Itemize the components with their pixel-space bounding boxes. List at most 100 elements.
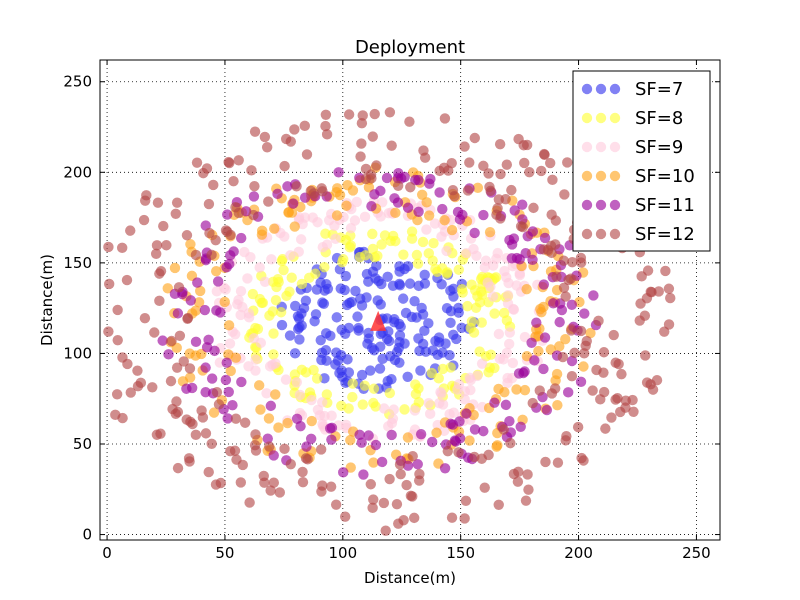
data-point bbox=[306, 415, 317, 427]
data-point bbox=[331, 210, 343, 221]
data-point bbox=[347, 391, 358, 403]
data-point bbox=[201, 342, 213, 353]
data-point bbox=[464, 157, 475, 168]
legend-marker bbox=[609, 199, 621, 211]
data-point bbox=[507, 357, 519, 369]
data-point bbox=[268, 450, 279, 461]
data-point bbox=[453, 307, 464, 318]
data-point bbox=[219, 296, 230, 308]
data-point bbox=[222, 413, 233, 424]
data-point bbox=[538, 148, 550, 160]
data-point bbox=[469, 132, 481, 144]
data-point bbox=[616, 368, 627, 380]
data-point bbox=[261, 142, 273, 153]
data-point bbox=[172, 308, 184, 319]
data-point bbox=[479, 482, 490, 493]
data-point bbox=[294, 389, 306, 401]
data-point bbox=[171, 197, 183, 208]
data-point bbox=[540, 456, 551, 468]
data-point bbox=[391, 498, 403, 510]
data-point bbox=[483, 367, 494, 378]
data-point bbox=[382, 271, 393, 282]
data-point bbox=[259, 276, 271, 287]
data-point bbox=[184, 363, 196, 374]
data-point bbox=[282, 181, 293, 192]
data-point bbox=[578, 348, 590, 359]
data-point bbox=[628, 406, 639, 417]
data-point bbox=[243, 361, 254, 372]
data-point bbox=[192, 277, 203, 288]
data-point bbox=[441, 268, 453, 279]
data-point bbox=[225, 229, 236, 241]
data-point bbox=[204, 227, 215, 239]
data-point bbox=[291, 181, 302, 192]
legend-item: SF=12 bbox=[581, 224, 695, 245]
legend-marker bbox=[609, 141, 621, 153]
data-point bbox=[612, 392, 623, 404]
data-point bbox=[449, 435, 461, 446]
data-point bbox=[374, 363, 386, 374]
legend-label: SF=9 bbox=[635, 137, 683, 158]
data-point bbox=[579, 308, 590, 319]
data-point bbox=[413, 280, 424, 292]
data-point bbox=[307, 212, 318, 223]
data-point bbox=[503, 277, 514, 289]
data-point bbox=[511, 384, 522, 395]
data-point bbox=[233, 155, 244, 166]
data-point bbox=[371, 160, 382, 171]
legend-item: SF=8 bbox=[581, 108, 683, 129]
data-point bbox=[515, 421, 526, 433]
data-point bbox=[508, 468, 520, 480]
y-tick-label: 100 bbox=[63, 344, 92, 362]
data-point bbox=[456, 322, 467, 333]
data-point bbox=[301, 441, 312, 452]
data-point bbox=[365, 365, 376, 376]
data-point bbox=[265, 400, 277, 412]
data-point bbox=[394, 330, 406, 341]
data-point bbox=[343, 109, 355, 120]
legend-marker bbox=[595, 199, 607, 211]
data-point bbox=[321, 239, 333, 250]
data-point bbox=[426, 436, 438, 448]
data-point bbox=[358, 469, 369, 480]
data-point bbox=[454, 416, 465, 427]
data-point bbox=[161, 240, 172, 251]
data-point bbox=[465, 384, 476, 396]
legend-item: SF=9 bbox=[581, 137, 683, 158]
data-point bbox=[500, 399, 512, 411]
data-point bbox=[520, 495, 532, 506]
data-point bbox=[595, 394, 606, 405]
data-point bbox=[228, 176, 239, 187]
data-point bbox=[518, 367, 529, 379]
legend-marker bbox=[595, 228, 607, 240]
data-point bbox=[167, 403, 178, 415]
data-point bbox=[598, 347, 610, 358]
data-point bbox=[389, 314, 400, 325]
data-point bbox=[541, 404, 553, 416]
data-point bbox=[231, 454, 242, 465]
data-point bbox=[620, 402, 631, 413]
data-point bbox=[489, 308, 500, 319]
data-point bbox=[421, 197, 432, 208]
data-point bbox=[507, 260, 518, 272]
data-point bbox=[261, 388, 272, 399]
data-point bbox=[319, 373, 330, 384]
legend-marker bbox=[595, 83, 607, 95]
data-point bbox=[484, 181, 495, 193]
data-point bbox=[448, 291, 459, 302]
data-point bbox=[340, 270, 352, 282]
data-point bbox=[419, 269, 430, 281]
data-point bbox=[459, 394, 470, 405]
data-point bbox=[417, 236, 429, 248]
data-point bbox=[333, 167, 344, 178]
data-point bbox=[462, 185, 474, 196]
data-point bbox=[296, 364, 308, 376]
data-point bbox=[523, 484, 534, 495]
data-point bbox=[395, 321, 406, 332]
data-point bbox=[478, 425, 489, 437]
data-point bbox=[162, 283, 173, 294]
data-point bbox=[366, 173, 377, 184]
data-point bbox=[536, 165, 547, 177]
data-point bbox=[480, 255, 492, 266]
chart-title: Deployment bbox=[355, 37, 465, 58]
